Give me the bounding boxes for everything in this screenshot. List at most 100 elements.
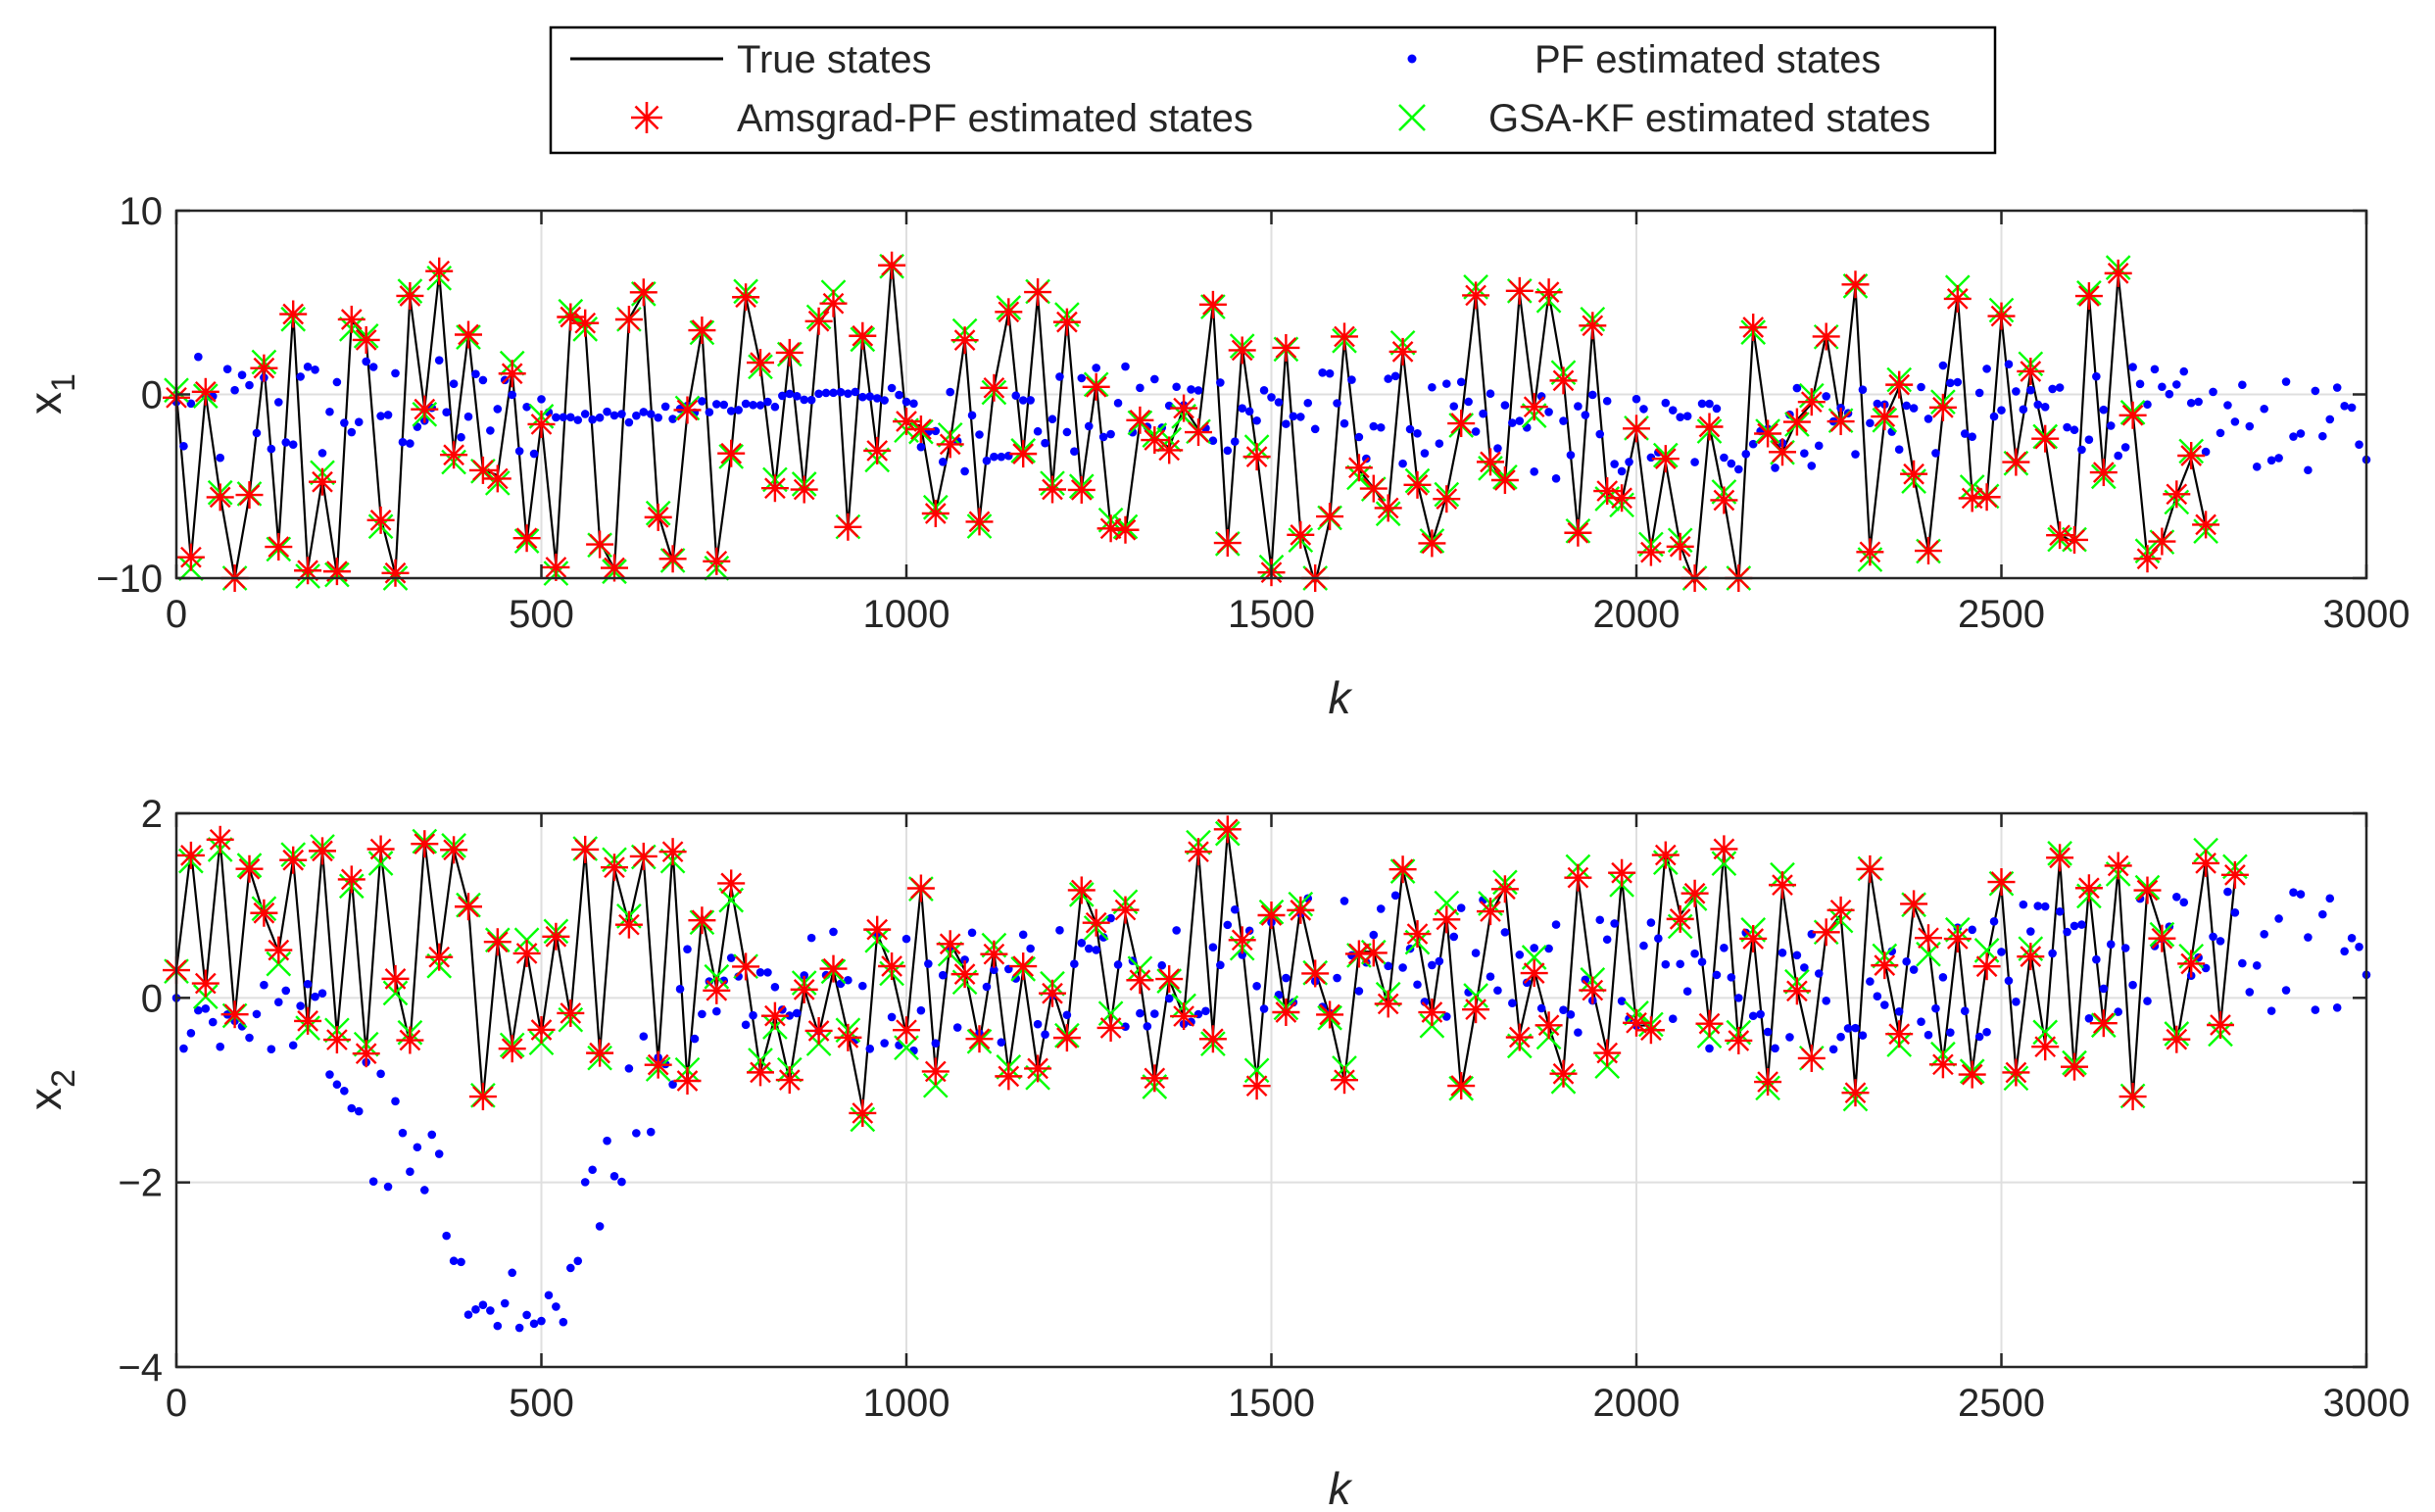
true-states-line <box>174 262 2208 585</box>
pf-point <box>514 1323 524 1333</box>
pf-point <box>806 933 816 943</box>
pf-point <box>362 357 371 366</box>
amsgrad-point <box>1082 908 1110 937</box>
amsgrad-point <box>1024 278 1052 307</box>
pf-point <box>2289 888 2298 898</box>
amsgrad-point <box>1009 952 1038 981</box>
amsgrad-point <box>322 1026 351 1054</box>
amsgrad-point <box>921 500 950 528</box>
pf-point <box>960 466 969 476</box>
legend-label-gsakf: GSA-KF estimated states <box>1488 97 1930 140</box>
pf-point <box>2033 400 2043 410</box>
x-tick-label: 0 <box>166 593 187 636</box>
pf-point <box>1216 960 1225 970</box>
amsgrad-point <box>2104 852 2132 880</box>
pf-point <box>1055 372 1064 381</box>
pf-point <box>712 400 721 409</box>
amsgrad-point <box>1344 454 1373 482</box>
amsgrad-point <box>1710 486 1738 514</box>
pf-point <box>1697 957 1707 966</box>
x-tick-label: 1500 <box>1228 593 1315 636</box>
pf-point <box>2063 422 2071 432</box>
pf-point <box>698 397 706 406</box>
x-tick-label: 3000 <box>2323 593 2411 636</box>
amsgrad-point <box>586 1039 614 1067</box>
amsgrad-point <box>906 415 935 444</box>
pf-point <box>1756 1009 1765 1019</box>
pf-point <box>1858 385 1868 394</box>
amsgrad-point <box>411 395 439 423</box>
pf-point <box>486 1306 495 1315</box>
amsgrad-point <box>1331 322 1358 351</box>
amsgrad-point <box>1052 308 1081 336</box>
amsgrad-point <box>586 530 614 559</box>
pf-point <box>1230 437 1240 446</box>
xlabel-x1: k <box>1329 672 1353 723</box>
pf-point <box>2019 900 2028 909</box>
pf-point <box>1376 904 1386 913</box>
pf-point <box>1077 938 1087 948</box>
x-tick-label: 2500 <box>1958 593 2045 636</box>
pf-point <box>1682 412 1692 420</box>
pf-point <box>1544 408 1553 416</box>
pf-point <box>1851 450 1860 459</box>
pf-point <box>2245 988 2255 997</box>
ticks-x2: 0 500 1000 1500 2000 2500 3000 −4 −2 0 2 <box>118 793 2410 1425</box>
amsgrad-point <box>176 543 205 571</box>
pf-point <box>449 379 459 389</box>
pf-point <box>1595 915 1605 925</box>
pf-point <box>1522 978 1532 988</box>
pf-point <box>537 1316 546 1326</box>
pf-point <box>617 1177 626 1187</box>
pf-point <box>1223 446 1233 456</box>
pf-point <box>2158 382 2167 392</box>
pf-point <box>1814 441 1824 451</box>
pf-point <box>646 410 656 418</box>
pf-point <box>844 975 852 985</box>
amsgrad-point <box>265 936 293 964</box>
pf-point <box>1121 362 1130 371</box>
amsgrad-point <box>1900 460 1928 488</box>
pf-point <box>1333 973 1341 983</box>
pf-point <box>2099 984 2109 994</box>
pf-point <box>982 456 992 465</box>
amsgrad-point <box>1841 270 1870 299</box>
pf-point <box>2347 403 2357 413</box>
x-tick-label: 2500 <box>1958 1382 2045 1425</box>
pf-point <box>2311 1005 2320 1014</box>
pf-point <box>340 1086 349 1096</box>
pf-point <box>2332 383 2342 392</box>
pf-point <box>792 392 802 401</box>
pf-point <box>457 1257 465 1267</box>
true-states-series-x2 <box>174 831 2236 1109</box>
amsgrad-point <box>2207 1011 2234 1040</box>
amsgrad-point <box>1695 413 1724 441</box>
amsgrad-point <box>337 865 365 894</box>
pf-point <box>1676 413 1684 421</box>
pf-point <box>2084 1014 2094 1023</box>
pf-point <box>1574 402 1583 411</box>
pf-point <box>2332 1002 2342 1012</box>
amsgrad-point <box>1608 484 1636 512</box>
amsgrad-point <box>1871 403 1899 431</box>
pf-point <box>1551 474 1561 483</box>
pf-point <box>792 1008 802 1018</box>
amsgrad-point <box>1213 815 1242 844</box>
pf-point <box>522 402 531 412</box>
pf-point <box>1748 439 1758 449</box>
pf-point <box>901 934 911 944</box>
pf-point <box>690 1034 700 1044</box>
pf-point <box>1325 368 1335 378</box>
pf-point <box>1931 1003 1940 1013</box>
amsgrad-point <box>309 837 336 865</box>
amsgrad-point <box>1754 419 1782 448</box>
pf-point <box>632 1129 641 1138</box>
pf-point <box>1997 406 2006 415</box>
true-states-series-x1 <box>174 262 2208 585</box>
y-tick-label: −4 <box>118 1346 163 1390</box>
legend: True states PF estimated states Amsgrad-… <box>549 25 1997 155</box>
pf-point <box>1362 454 1371 463</box>
pf-point <box>580 1178 590 1187</box>
pf-point <box>916 1005 926 1015</box>
